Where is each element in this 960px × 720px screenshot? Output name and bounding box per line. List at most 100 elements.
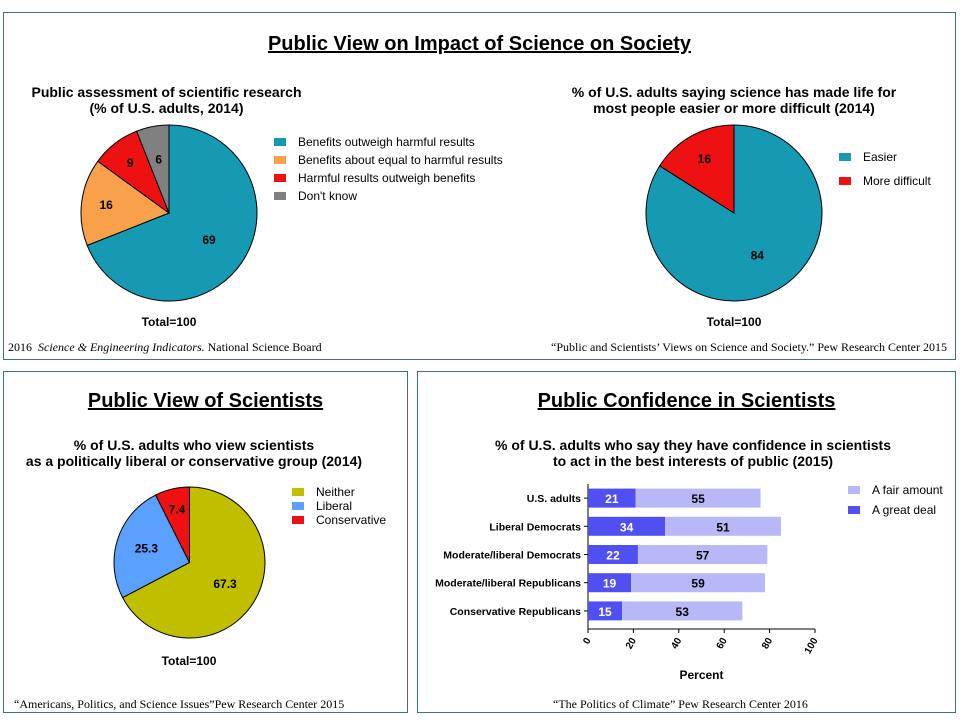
pie1-legend-swatch <box>274 138 286 146</box>
bar-category-label-u-s-adults: U.S. adults <box>527 493 581 505</box>
pie1-slice-label-benefits-about-equal-to-harmful-results: 16 <box>99 198 113 212</box>
pie2-legend-item-easier: Easier <box>839 145 931 169</box>
pie1-legend-item-harmful-results-outweigh-benefits: Harmful results outweigh benefits <box>274 169 503 187</box>
pie3-legend-item-liberal: Liberal <box>292 499 386 513</box>
pie2-slice-more-difficult <box>659 124 735 214</box>
pie1-legend-label: Benefits about equal to harmful results <box>298 153 503 167</box>
bar-value-label-a-great-deal-liberal-democrats: 34 <box>620 520 634 534</box>
pie3-subtitle: % of U.S. adults who view scientists as … <box>4 437 384 469</box>
bar-value-label-a-fair-amount-u-s-adults: 55 <box>691 492 705 506</box>
pie2-subtitle-line1: % of U.S. adults saying science has made… <box>571 84 897 100</box>
pie1-slice-label-harmful-results-outweigh-benefits: 9 <box>127 156 134 170</box>
bar-category-label-conservative-republicans: Conservative Republicans <box>450 606 581 618</box>
pie3-legend-label: Neither <box>316 485 355 499</box>
bar-subtitle: % of U.S. adults who say they have confi… <box>458 437 928 469</box>
pie3-slice-liberal <box>113 494 191 599</box>
pie3-slice-conservative <box>154 486 190 563</box>
confidence-bar-chart: U.S. adults 21 55 Liberal Democrats 34 51 Mode… <box>435 484 821 682</box>
bl-panel-title: Public View of Scientists <box>87 390 324 412</box>
pie1-slice-benefits-outweigh-harmful-results <box>86 124 258 302</box>
bar-value-label-a-fair-amount-conservative-republicans: 53 <box>676 605 690 619</box>
pie3-slice-neither <box>121 486 266 639</box>
bar-a-great-deal-liberal-democrats <box>588 516 666 536</box>
bar-category-label-liberal-democrats: Liberal Democrats <box>489 521 581 533</box>
bar-value-label-a-great-deal-u-s-adults: 21 <box>605 492 619 506</box>
pie2-legend-swatch <box>839 153 851 161</box>
pie3-legend-item-conservative: Conservative <box>292 513 386 527</box>
bar-x-tick-label: 40 <box>669 636 684 652</box>
top-left-source: 2016 Science & Engineering Indicators. N… <box>8 340 322 355</box>
pie2-legend: Easier More difficult <box>839 145 931 193</box>
pie1-legend: Benefits outweigh harmful results Benefit… <box>274 133 503 205</box>
pie3-total: Total=100 <box>161 654 217 668</box>
bar-legend-item-a-great-deal: A great deal <box>848 500 943 520</box>
pie3-legend-swatch <box>292 516 304 524</box>
bar-value-label-a-great-deal-conservative-republicans: 15 <box>598 605 612 619</box>
pie1-total: Total=100 <box>141 315 197 329</box>
top-panel: Public View on Impact of Science on Soci… <box>3 12 956 360</box>
pie1-slice-don-t-know <box>135 124 170 214</box>
bar-subtitle-line2: to act in the best interests of public (… <box>552 453 834 469</box>
top-left-source-italic: Science & Engineering Indicators. <box>38 340 205 354</box>
bar-legend: A fair amount A great deal <box>848 480 943 520</box>
bar-x-axis-label: Percent <box>679 668 723 682</box>
pie1-legend-swatch <box>274 156 286 164</box>
pie1-slice-label-benefits-outweigh-harmful-results: 69 <box>202 233 216 247</box>
br-panel-title: Public Confidence in Scientists <box>537 390 836 412</box>
pie2-legend-swatch <box>839 177 851 185</box>
pie3-chart: 67.3 25.3 7.4 <box>113 486 266 639</box>
pie3-slice-label-neither: 67.3 <box>213 577 237 591</box>
pie1-subtitle-line2: (% of U.S. adults, 2014) <box>89 100 244 116</box>
br-source: “The Politics of Climate” Pew Research C… <box>553 697 808 711</box>
bar-a-fair-amount-liberal-democrats <box>665 516 781 536</box>
pie3-legend-label: Liberal <box>316 499 353 513</box>
pie3-legend: Neither Liberal Conservative <box>292 485 386 527</box>
bar-value-label-a-great-deal-moderate-liberal-republicans: 19 <box>603 577 617 591</box>
bar-x-tick-label: 100 <box>803 636 821 656</box>
pie3-slice-label-conservative: 7.4 <box>169 503 186 517</box>
pie1-slice-benefits-about-equal-to-harmful-results <box>80 160 171 247</box>
bar-legend-label: A fair amount <box>872 483 943 497</box>
pie2-legend-label: Easier <box>863 150 898 164</box>
bottom-right-panel: Public Confidence in Scientists % of U.S… <box>417 371 956 713</box>
bar-a-fair-amount-moderate-liberal-republicans <box>631 573 766 593</box>
pie2-subtitle-line2: most people easier or more difficult (20… <box>593 100 875 116</box>
bar-category-label-moderate-liberal-republicans: Moderate/liberal Republicans <box>435 578 581 590</box>
pie3-legend-swatch <box>292 488 304 496</box>
bar-a-great-deal-moderate-liberal-republicans <box>588 573 632 593</box>
top-right-source: “Public and Scientists’ Views on Science… <box>551 340 947 354</box>
pie1-legend-item-benefits-about-equal-to-harmful-results: Benefits about equal to harmful results <box>274 151 503 169</box>
pie1-legend-label: Harmful results outweigh benefits <box>298 171 476 185</box>
bar-a-great-deal-moderate-liberal-democrats <box>588 545 638 564</box>
pie1-subtitle: Public assessment of scientific research… <box>4 84 329 116</box>
bar-legend-label: A great deal <box>872 503 937 517</box>
bar-value-label-a-fair-amount-moderate-liberal-democrats: 57 <box>696 549 710 563</box>
bar-a-great-deal-conservative-republicans <box>588 601 623 621</box>
bar-x-tick-label: 60 <box>715 636 730 652</box>
pie3-legend-item-neither: Neither <box>292 485 386 499</box>
pie1-legend-label: Benefits outweigh harmful results <box>298 135 475 149</box>
pie1-subtitle-line1: Public assessment of scientific research <box>31 84 302 100</box>
bar-a-fair-amount-u-s-adults <box>635 488 761 508</box>
pie2-legend-item-more-difficult: More difficult <box>839 169 931 193</box>
pie1-slice-label-don-t-know: 6 <box>155 152 162 166</box>
bar-x-tick-label: 0 <box>581 636 594 647</box>
pie3-subtitle-line1: % of U.S. adults who view scientists <box>73 437 315 453</box>
bottom-left-panel: Public View of Scientists % of U.S. adul… <box>3 371 408 713</box>
bar-legend-swatch <box>848 506 860 514</box>
pie1-legend-label: Don't know <box>298 189 357 203</box>
pie2-slice-label-more-difficult: 16 <box>698 152 712 166</box>
pie2-subtitle: % of U.S. adults saying science has made… <box>524 84 944 116</box>
bar-legend-swatch <box>848 486 860 494</box>
pie2-slice-label-easier: 84 <box>751 248 765 262</box>
pie1-legend-item-don-t-know: Don't know <box>274 187 503 205</box>
top-left-source-year: 2016 <box>8 340 32 354</box>
bar-a-fair-amount-moderate-liberal-democrats <box>637 545 768 564</box>
pie3-subtitle-line2: as a politically liberal or conservative… <box>25 453 363 469</box>
bl-source: “Americans, Politics, and Science Issues… <box>14 697 345 711</box>
bar-x-tick-label: 20 <box>624 636 639 652</box>
pie3-legend-swatch <box>292 502 304 510</box>
bar-value-label-a-fair-amount-moderate-liberal-republicans: 59 <box>691 577 705 591</box>
bar-a-fair-amount-conservative-republicans <box>622 601 743 621</box>
bar-category-label-moderate-liberal-democrats: Moderate/liberal Democrats <box>443 550 581 562</box>
